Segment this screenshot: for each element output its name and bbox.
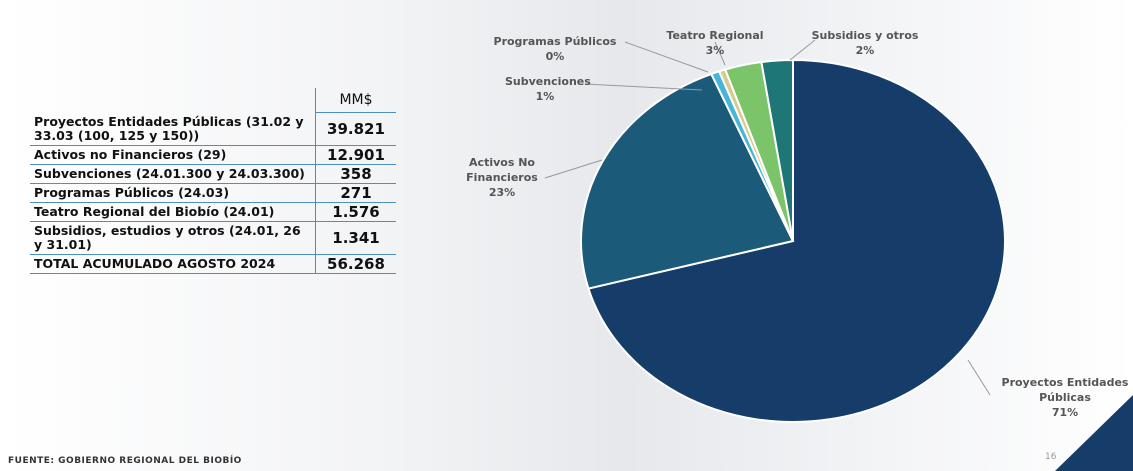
- row-value: 358: [316, 164, 397, 183]
- slice-category: Teatro Regional: [660, 28, 770, 43]
- table-row: Proyectos Entidades Públicas (31.02 y 33…: [30, 113, 396, 146]
- slide: MM$ Proyectos Entidades Públicas (31.02 …: [0, 0, 1133, 471]
- row-value: 271: [316, 183, 397, 202]
- row-label: Subsidios, estudios y otros (24.01, 26 y…: [30, 221, 316, 254]
- row-value: 1.341: [316, 221, 397, 254]
- leader-line: [545, 160, 602, 178]
- slice-percent: 0%: [480, 49, 630, 64]
- row-label: Proyectos Entidades Públicas (31.02 y 33…: [30, 113, 316, 146]
- slice-percent: 1%: [505, 89, 585, 104]
- source-note: FUENTE: GOBIERNO REGIONAL DEL BIOBÍO: [8, 456, 242, 466]
- table-row: Programas Públicos (24.03)271: [30, 183, 396, 202]
- table-row: Teatro Regional del Biobío (24.01)1.576: [30, 202, 396, 221]
- blank-cell: [30, 88, 316, 113]
- row-value: 1.576: [316, 202, 397, 221]
- slice-category: Subsidios y otros: [810, 28, 920, 43]
- table-row: Activos no Financieros (29)12.901: [30, 145, 396, 164]
- page-number: 16: [1045, 452, 1056, 462]
- slice-percent: 3%: [660, 43, 770, 58]
- slice-category: Programas Públicos: [480, 34, 630, 49]
- budget-table: MM$ Proyectos Entidades Públicas (31.02 …: [30, 88, 396, 274]
- table-row: Subsidios, estudios y otros (24.01, 26 y…: [30, 221, 396, 254]
- column-header: MM$: [316, 88, 397, 113]
- row-label: Subvenciones (24.01.300 y 24.03.300): [30, 164, 316, 183]
- row-label: Programas Públicos (24.03): [30, 183, 316, 202]
- slice-category: Activos No Financieros: [462, 155, 542, 185]
- slice-percent: 2%: [810, 43, 920, 58]
- slice-category: Subvenciones: [505, 74, 585, 89]
- row-value: 56.268: [316, 254, 397, 273]
- row-label: Activos no Financieros (29): [30, 145, 316, 164]
- slice-percent: 71%: [1000, 405, 1130, 420]
- row-value: 39.821: [316, 113, 397, 146]
- leader-line: [968, 360, 990, 395]
- slice-percent: 23%: [462, 185, 542, 200]
- row-label: Teatro Regional del Biobío (24.01): [30, 202, 316, 221]
- table-row: Subvenciones (24.01.300 y 24.03.300)358: [30, 164, 396, 183]
- slice-category: Proyectos Entidades Públicas: [1000, 375, 1130, 405]
- row-value: 12.901: [316, 145, 397, 164]
- row-label: TOTAL ACUMULADO AGOSTO 2024: [30, 254, 316, 273]
